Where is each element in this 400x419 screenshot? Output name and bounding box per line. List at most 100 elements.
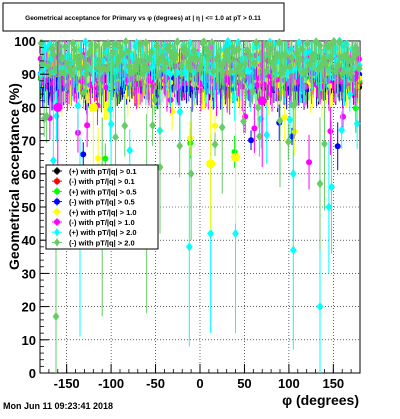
data-point (176, 107, 184, 117)
axis-layer: -150 -100 -50 0 50 100 150 0 10 20 30 40 50 60 70 80 90 1… (14, 34, 361, 391)
y-tick-label: 20 (22, 300, 36, 315)
data-point (304, 39, 311, 49)
data-point (84, 122, 91, 129)
data-point (169, 108, 176, 115)
data-point (325, 202, 333, 212)
legend-label: (-) with pT/|q| > 1.0 (69, 218, 135, 227)
legend-entry: (-) with pT/|q| > 2.0 (52, 238, 135, 247)
data-point (227, 67, 235, 77)
data-point (289, 245, 297, 255)
legend-entry: (+) with pT/|q| > 1.0 (52, 207, 137, 217)
legend-marker (54, 228, 60, 237)
legend-marker (54, 188, 60, 195)
data-point (231, 152, 241, 162)
data-point (187, 135, 194, 142)
data-point (332, 66, 340, 76)
data-point (282, 50, 290, 60)
y-tick-label: 10 (22, 333, 36, 348)
data-point (52, 312, 60, 322)
x-tick-label: 100 (278, 376, 300, 391)
data-point (49, 156, 57, 166)
legend: (+) with pT/|q| > 0.1(-) with pT/|q| > 0… (45, 164, 159, 250)
legend-label: (+) with pT/|q| > 1.0 (69, 208, 137, 217)
data-point (107, 119, 115, 129)
data-point (77, 45, 84, 55)
x-tick-label: 0 (196, 376, 203, 391)
data-point (193, 54, 201, 64)
x-tick-label: -100 (98, 376, 124, 391)
data-point (119, 49, 127, 59)
y-axis-title: Geometrical acceptance (%) (6, 83, 22, 270)
data-point (334, 143, 341, 150)
legend-label: (-) with pT/|q| > 0.1 (69, 177, 135, 186)
data-point (316, 40, 324, 50)
data-point (165, 41, 173, 51)
legend-marker (54, 219, 60, 225)
data-point (176, 141, 184, 151)
legend-entry: (+) with pT/|q| > 2.0 (52, 228, 137, 237)
data-point (273, 49, 281, 59)
data-point (249, 86, 256, 96)
data-point (289, 169, 297, 179)
legend-marker (54, 238, 60, 247)
data-point (61, 42, 69, 52)
legend-marker (54, 208, 60, 215)
data-point (286, 115, 294, 125)
x-tick-label: 150 (322, 376, 344, 391)
data-point (276, 116, 284, 126)
data-point (148, 47, 155, 57)
data-point (90, 46, 98, 56)
data-point (88, 102, 98, 112)
data-point (263, 130, 271, 140)
legend-marker (54, 178, 60, 185)
data-point (151, 95, 159, 105)
data-point (338, 125, 346, 135)
data-point (77, 52, 85, 62)
y-tick-label: 80 (22, 100, 36, 115)
data-point (346, 89, 354, 99)
data-point (232, 229, 239, 239)
data-layer (37, 36, 363, 373)
data-point (254, 103, 262, 113)
data-point (328, 182, 335, 192)
data-point (209, 66, 217, 76)
data-point (149, 120, 156, 130)
legend-label: (+) with pT/|q| > 2.0 (69, 228, 137, 237)
legend-entry: (-) with pT/|q| > 0.1 (52, 177, 135, 186)
data-point (121, 121, 129, 131)
data-point (76, 62, 84, 72)
title-box (2, 2, 285, 32)
data-point (284, 137, 292, 147)
data-point (207, 229, 215, 239)
y-tick-label: 100 (14, 34, 36, 49)
data-point (71, 45, 78, 55)
y-tick-label: 40 (22, 233, 36, 248)
data-point (353, 119, 361, 129)
data-point (212, 122, 219, 129)
legend-label: (+) with pT/|q| > 0.5 (69, 187, 137, 196)
data-point (125, 46, 132, 56)
data-point (122, 37, 130, 47)
data-point (208, 38, 216, 48)
x-tick-label: -50 (146, 376, 165, 391)
x-axis-title: φ (degrees) (282, 392, 359, 408)
legend-entry: (-) with pT/|q| > 0.5 (52, 197, 135, 207)
data-point (339, 113, 346, 120)
data-point (247, 51, 254, 61)
y-tick-label: 60 (22, 167, 36, 182)
data-point (187, 169, 195, 179)
data-point (240, 116, 247, 126)
data-point (312, 37, 320, 47)
legend-label: (-) with pT/|q| > 0.5 (69, 198, 135, 207)
y-tick-label: 30 (22, 266, 36, 281)
data-point (256, 131, 263, 141)
data-point (252, 38, 260, 48)
data-point (53, 102, 63, 112)
data-point (74, 101, 82, 111)
chart-title: Geometrical acceptance for Primary vs φ … (25, 15, 261, 22)
data-point (250, 58, 258, 68)
data-point (183, 49, 190, 59)
data-point (327, 128, 334, 135)
